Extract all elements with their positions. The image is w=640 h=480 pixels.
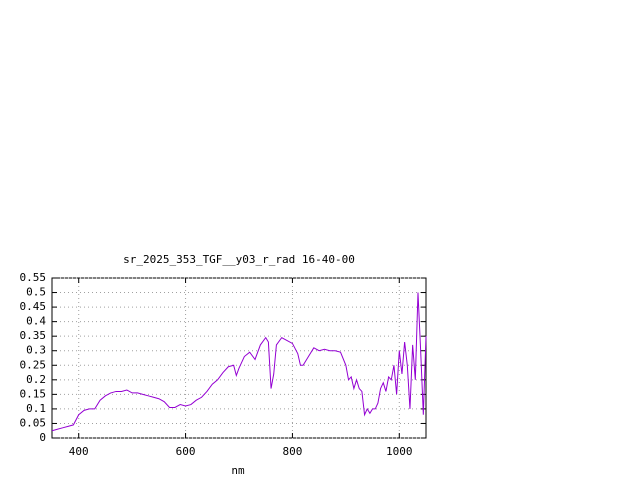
chart-title: sr_2025_353_TGF__y03_r_rad 16-40-00 — [123, 253, 355, 266]
data-line — [51, 292, 427, 432]
y-tick-label: 0.5 — [26, 286, 46, 299]
y-tick-label: 0.1 — [26, 402, 46, 415]
x-axis-label: nm — [231, 464, 245, 477]
y-tick-label: 0.55 — [20, 271, 47, 284]
x-tick-label: 600 — [176, 445, 196, 458]
x-tick-label: 800 — [282, 445, 302, 458]
y-tick-label: 0.35 — [20, 329, 47, 342]
y-tick-label: 0.15 — [20, 387, 47, 400]
plot-frame — [51, 277, 427, 439]
y-tick-label: 0.25 — [20, 358, 47, 371]
y-tick-label: 0.3 — [26, 344, 46, 357]
x-tick-label: 1000 — [386, 445, 413, 458]
y-tick-label: 0.05 — [20, 416, 47, 429]
y-tick-label: 0.45 — [20, 300, 47, 313]
y-tick-label: 0 — [39, 431, 46, 444]
y-tick-label: 0.4 — [26, 315, 46, 328]
y-tick-label: 0.2 — [26, 373, 46, 386]
x-tick-label: 400 — [69, 445, 89, 458]
